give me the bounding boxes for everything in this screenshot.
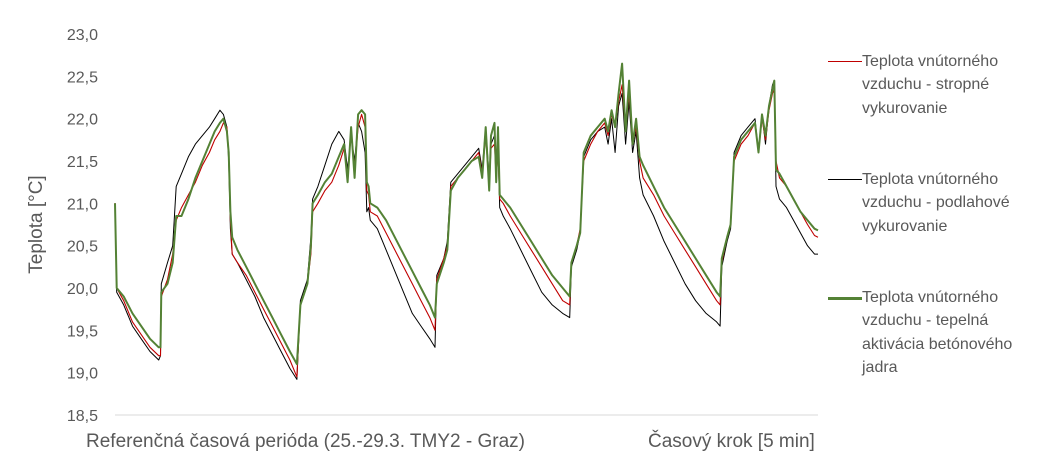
plot-area: [114, 62, 819, 380]
series-line-concrete-core: [114, 62, 819, 366]
legend-label-concrete-core: Teplota vnútorného vzduchu - tepelná akt…: [862, 289, 1013, 376]
legend-swatch-floor-heating: [828, 168, 862, 190]
legend-label-floor-heating: Teplota vnútorného vzduchu - podlahové v…: [862, 171, 1010, 235]
legend-label-ceiling-heating: Teplota vnútorného vzduchu - stropné vyk…: [862, 53, 999, 117]
y-tick-label: 19,0: [67, 366, 98, 383]
y-tick-label: 21,5: [67, 154, 98, 171]
y-tick-label: 20,5: [67, 239, 98, 256]
x-axis-title-period: Referenčná časová perióda (25.-29.3. TMY…: [86, 431, 525, 452]
y-axis-ticks: 23,0 22,5 22,0 21,5 21,0 20,5 20,0 19,5 19,0 18,5: [67, 27, 98, 425]
legend-item-concrete-core: Teplota vnútorného vzduchu - tepelná akt…: [828, 286, 1022, 379]
x-axis-title-step: Časový krok [5 min]: [648, 430, 815, 452]
y-tick-label: 19,5: [67, 323, 98, 340]
y-tick-label: 22,5: [67, 69, 98, 86]
y-tick-label: 23,0: [67, 27, 98, 44]
y-tick-label: 20,0: [67, 281, 98, 298]
series-line-floor-heating: [114, 80, 818, 380]
legend-swatch-concrete-core: [828, 286, 862, 308]
y-tick-label: 21,0: [67, 196, 98, 213]
legend-swatch-ceiling-heating: [828, 50, 862, 72]
series-line-ceiling-heating: [114, 84, 819, 378]
y-tick-label: 22,0: [67, 112, 98, 129]
legend-item-ceiling-heating: Teplota vnútorného vzduchu - stropné vyk…: [828, 50, 1022, 120]
y-tick-label: 18,5: [67, 408, 98, 425]
y-axis-title: Teplota [°C]: [26, 175, 47, 273]
legend-item-floor-heating: Teplota vnútorného vzduchu - podlahové v…: [828, 168, 1022, 238]
